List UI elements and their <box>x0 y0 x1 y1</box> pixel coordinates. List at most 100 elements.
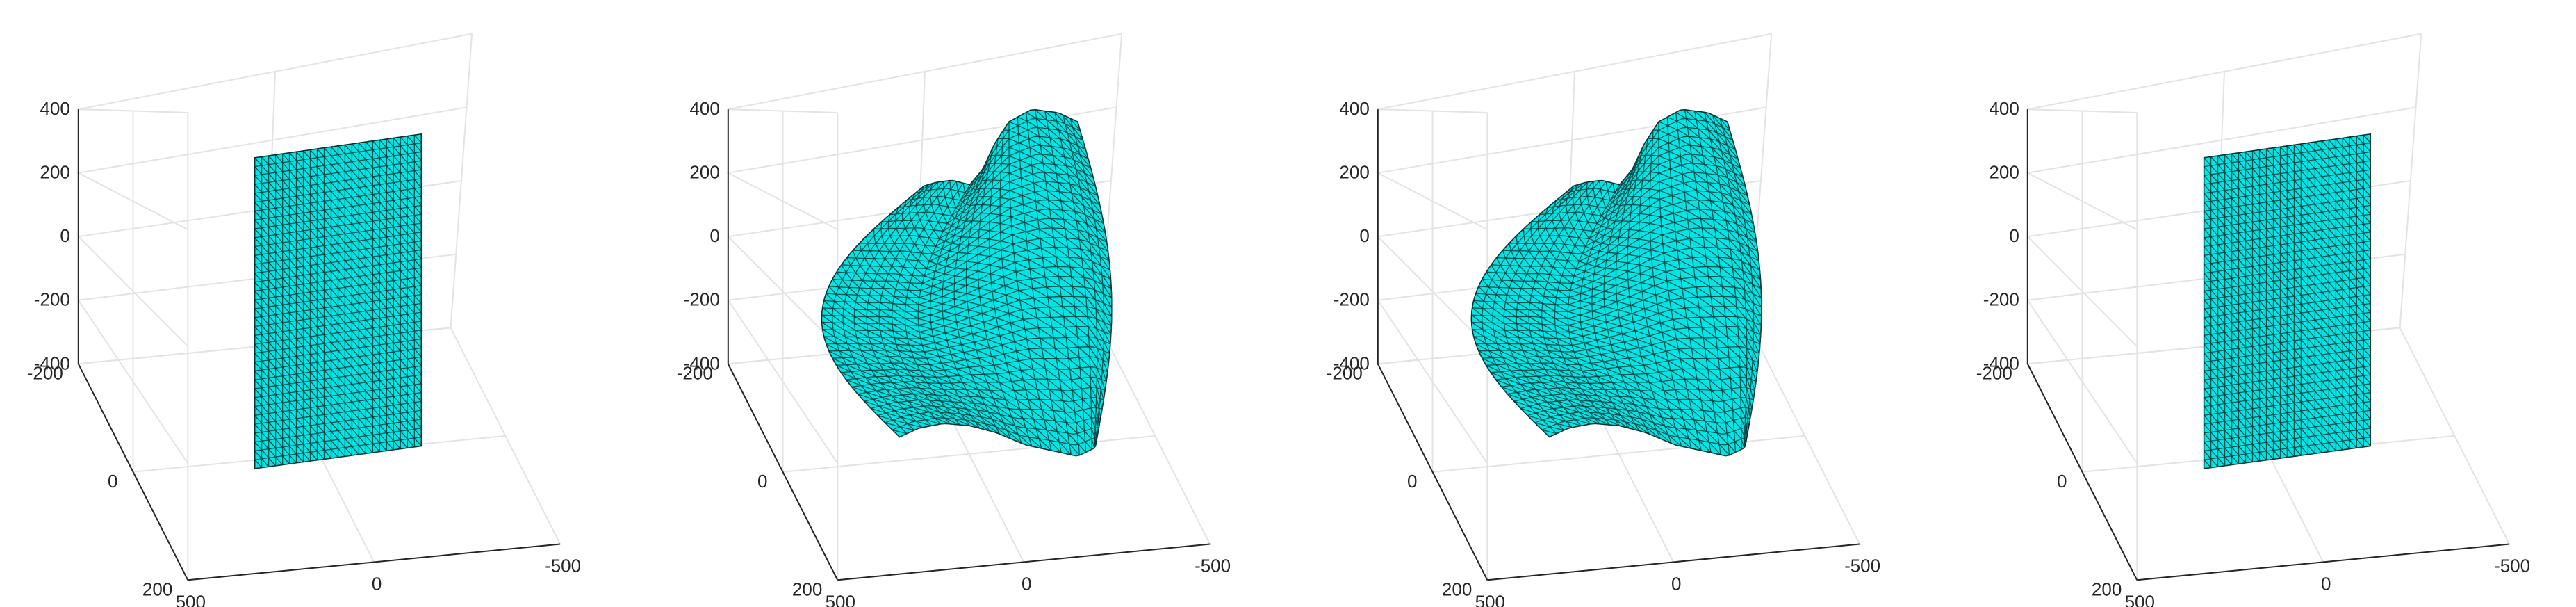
mesh-diagonal <box>2314 168 2322 177</box>
mesh-diagonal <box>1686 210 1701 219</box>
mesh-diagonal <box>2245 418 2253 427</box>
mesh-diagonal <box>1678 437 1692 449</box>
mesh-diagonal <box>261 298 270 307</box>
mesh-diagonal <box>1043 267 1059 277</box>
mesh-diagonal <box>413 357 422 366</box>
mesh-diagonal <box>1076 220 1089 234</box>
mesh-diagonal <box>2204 423 2212 432</box>
mesh-diagonal <box>1543 296 1556 305</box>
mesh-diagonal <box>2231 313 2239 323</box>
mesh-diagonal <box>856 337 871 345</box>
mesh-diagonal <box>896 343 912 353</box>
mesh-diagonal <box>1095 309 1105 323</box>
mesh-diagonal <box>1605 181 1609 191</box>
mesh-diagonal <box>296 418 304 427</box>
mesh-diagonal <box>2231 260 2239 269</box>
mesh-diagonal <box>2259 380 2267 389</box>
mesh-diagonal <box>2238 339 2246 348</box>
mesh-diagonal <box>2300 357 2308 366</box>
mesh-diagonal <box>1587 222 1593 232</box>
mesh-diagonal <box>2252 186 2260 195</box>
mesh-diagonal <box>1668 290 1684 299</box>
mesh-diagonal <box>2335 209 2343 219</box>
mesh-diagonal <box>2356 171 2364 180</box>
mesh-diagonal <box>1559 199 1563 207</box>
mesh-diagonal <box>2335 334 2343 343</box>
mesh-diagonal <box>275 385 284 394</box>
mesh-diagonal <box>2210 369 2219 378</box>
mesh-diagonal <box>846 294 856 303</box>
mesh-diagonal <box>386 414 394 423</box>
mesh-diagonal <box>955 419 970 426</box>
mesh-diagonal <box>1664 261 1680 270</box>
mesh-diagonal <box>2314 364 2322 373</box>
mesh-diagonal <box>907 369 924 378</box>
mesh-diagonal <box>1559 251 1568 261</box>
mesh-diagonal <box>1655 294 1671 301</box>
mesh-diagonal <box>275 261 284 270</box>
mesh-diagonal <box>1019 142 1031 148</box>
mesh-diagonal <box>2349 234 2357 243</box>
mesh-diagonal <box>933 278 944 282</box>
mesh-diagonal <box>282 286 290 296</box>
mesh-diagonal <box>2252 453 2260 462</box>
mesh-diagonal <box>836 364 851 373</box>
mesh-diagonal <box>1748 408 1751 419</box>
mesh-diagonal <box>1025 427 1040 439</box>
mesh-diagonal <box>365 391 373 400</box>
mesh-diagonal <box>2204 175 2212 184</box>
mesh-diagonal <box>1520 343 1536 351</box>
mesh-diagonal <box>1071 150 1083 165</box>
mesh-diagonal <box>331 270 338 280</box>
mesh-diagonal <box>1541 382 1559 389</box>
mesh-diagonal <box>2342 155 2350 164</box>
mesh-diagonal <box>338 261 345 270</box>
mesh-diagonal <box>303 150 311 159</box>
mesh-diagonal <box>1569 387 1586 396</box>
mesh-diagonal <box>2363 143 2371 152</box>
mesh-diagonal <box>906 259 916 269</box>
mesh-diagonal <box>2238 205 2246 215</box>
mesh-diagonal <box>1634 423 1650 435</box>
mesh-diagonal <box>1648 382 1664 391</box>
mesh-diagonal <box>2266 211 2274 220</box>
mesh-diagonal <box>1585 245 1592 250</box>
mesh-diagonal <box>2293 375 2302 385</box>
mesh-diagonal <box>400 136 408 145</box>
mesh-diagonal <box>303 364 311 373</box>
mesh-diagonal <box>2300 437 2308 446</box>
mesh-diagonal <box>2300 197 2308 206</box>
mesh-diagonal <box>960 413 976 423</box>
mesh-diagonal <box>1472 307 1483 316</box>
mesh-diagonal <box>338 421 345 430</box>
mesh-diagonal <box>261 387 270 396</box>
mesh-diagonal <box>1672 195 1686 202</box>
mesh-diagonal <box>1063 114 1074 128</box>
mesh-diagonal <box>1692 163 1707 175</box>
mesh-diagonal <box>2217 209 2226 218</box>
mesh-diagonal <box>351 223 359 233</box>
mesh-diagonal <box>2245 258 2253 267</box>
mesh-diagonal <box>2321 318 2329 327</box>
mesh-diagonal <box>951 401 967 410</box>
mesh-diagonal <box>1662 243 1678 251</box>
mesh-diagonal <box>310 149 318 159</box>
mesh-diagonal <box>873 258 881 267</box>
mesh-diagonal <box>2342 423 2350 432</box>
mesh-diagonal <box>1618 309 1632 314</box>
mesh-diagonal <box>2259 336 2267 345</box>
mesh-diagonal <box>1745 309 1755 323</box>
mesh-diagonal <box>851 280 860 289</box>
mesh-diagonal <box>2321 407 2329 416</box>
mesh-diagonal <box>1744 218 1756 234</box>
mesh-diagonal <box>1605 419 1620 426</box>
mesh-diagonal <box>1069 184 1083 197</box>
mesh-line-u <box>1712 115 1748 448</box>
mesh-diagonal <box>1001 163 1010 165</box>
mesh-diagonal <box>962 402 978 411</box>
mesh-diagonal <box>1651 258 1665 263</box>
mesh-diagonal <box>1607 252 1618 254</box>
mesh-diagonal <box>2307 321 2315 330</box>
mesh-diagonal <box>2224 216 2233 225</box>
mesh-diagonal <box>289 268 297 277</box>
